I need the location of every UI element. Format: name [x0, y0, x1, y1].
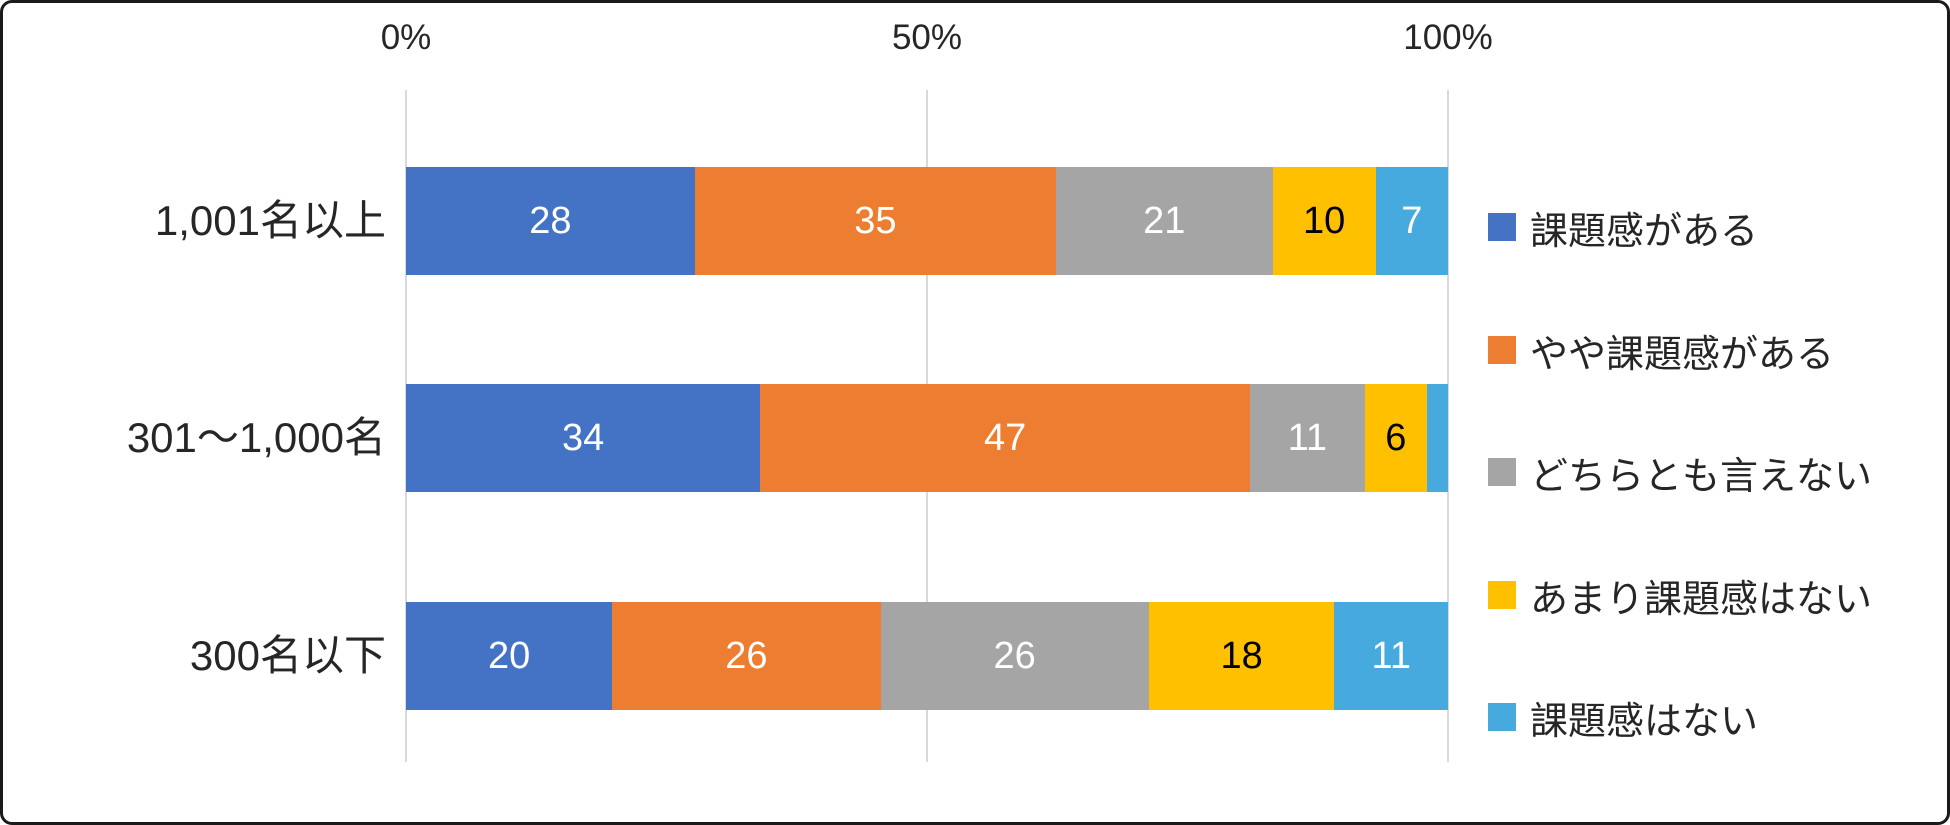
category-label: 300名以下 — [189, 632, 386, 679]
bar-segment: 18 — [1148, 602, 1335, 710]
x-axis-tick-label: 100% — [1403, 18, 1493, 57]
bar-segment-label: 21 — [1143, 199, 1186, 242]
legend-label: 課題感はない — [1530, 700, 1759, 743]
bar-segment: 20 — [406, 602, 613, 710]
bar-segment: 34 — [406, 384, 761, 492]
bar-segment: 47 — [760, 384, 1250, 492]
legend-swatch — [1488, 581, 1516, 609]
bar-segment: 7 — [1375, 167, 1448, 275]
bar-segment-label: 10 — [1303, 199, 1346, 242]
legend-label: やや課題感がある — [1530, 333, 1835, 376]
bar-segment: 11 — [1250, 384, 1365, 492]
legend-swatch — [1488, 336, 1516, 364]
bar-segment-label: 11 — [1371, 634, 1411, 677]
bar-segment: 21 — [1055, 167, 1273, 275]
bar-segment — [1427, 384, 1448, 492]
bar-segment-label: 28 — [529, 199, 572, 242]
legend-item: 課題感がある — [1488, 205, 1758, 253]
category-label: 1,001名以上 — [154, 197, 386, 244]
legend-item: 課題感はない — [1488, 695, 1758, 743]
bar-segment: 35 — [694, 167, 1056, 275]
bar-segment-label: 6 — [1385, 416, 1407, 459]
legend-swatch — [1488, 213, 1516, 241]
legend-item: あまり課題感はない — [1488, 573, 1872, 621]
bar-row: 34 47 11 6 — [406, 384, 1448, 492]
legend-swatch — [1488, 458, 1516, 486]
bar-segment-label: 18 — [1220, 634, 1263, 677]
legend-label: どちらとも言えない — [1530, 455, 1873, 498]
bar-segment: 11 — [1334, 602, 1448, 710]
bar-segment: 6 — [1364, 384, 1428, 492]
category-label: 301〜1,000名 — [126, 414, 386, 461]
bar-segment-label: 35 — [854, 199, 897, 242]
bar-segment-label: 26 — [993, 634, 1036, 677]
bar-segment: 26 — [612, 602, 881, 710]
bar-segment-label: 47 — [983, 416, 1027, 459]
bar-segment-label: 26 — [725, 634, 768, 677]
bar-segment-label: 11 — [1287, 416, 1328, 459]
legend-swatch — [1488, 703, 1516, 731]
bar-segment-label: 7 — [1401, 199, 1423, 242]
bar-segment: 26 — [880, 602, 1149, 710]
bar-segment-label: 34 — [561, 416, 605, 459]
gridline — [1447, 90, 1449, 762]
x-axis-tick-label: 0% — [380, 18, 432, 57]
bar-row: 28 35 21 10 7 — [406, 167, 1448, 275]
bar-segment: 10 — [1272, 167, 1376, 275]
bar-segment: 28 — [406, 167, 695, 275]
x-axis-tick-label: 50% — [891, 18, 963, 57]
legend-item: やや課題感がある — [1488, 328, 1834, 376]
legend-item: どちらとも言えない — [1488, 450, 1872, 498]
bar-segment-label: 20 — [488, 634, 531, 677]
legend-label: あまり課題感はない — [1530, 578, 1873, 621]
legend-label: 課題感がある — [1530, 210, 1759, 253]
bar-row: 20 26 26 18 11 — [406, 602, 1448, 710]
